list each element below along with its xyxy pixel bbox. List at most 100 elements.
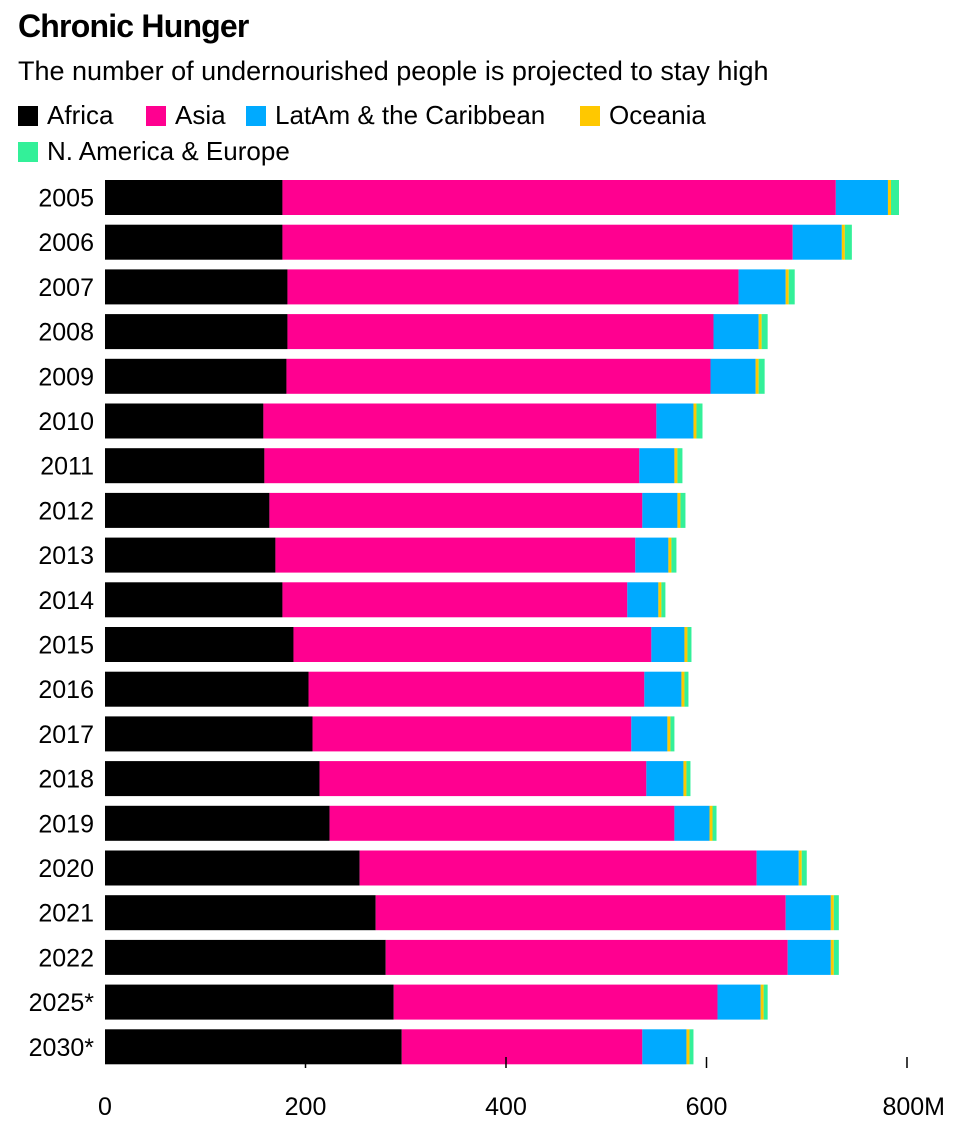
- bar-asia-2015: [293, 627, 652, 662]
- bar-africa-2014: [105, 582, 283, 618]
- bar-africa-2005: [105, 180, 283, 215]
- bar-asia-2010: [263, 403, 657, 439]
- bar-n-america-europe-2013: [671, 537, 677, 573]
- bar-oceania-2008: [758, 314, 762, 350]
- bar-n-america-europe-2025: [763, 984, 768, 1020]
- bar-africa-2020: [105, 850, 360, 886]
- bar-asia-2011: [264, 448, 640, 484]
- chart-subtitle: The number of undernourished people is p…: [18, 56, 769, 86]
- bar-asia-2009: [286, 358, 711, 394]
- bar-n-america-europe-2018: [686, 761, 691, 797]
- bar-n-america-europe-2030: [689, 1029, 694, 1065]
- bar-latam-the-caribbean-2013: [635, 537, 669, 573]
- bar-asia-2020: [359, 850, 757, 886]
- y-tick-label-2010: 2010: [38, 408, 94, 436]
- bar-latam-the-caribbean-2014: [627, 582, 659, 618]
- legend-swatch-latam: [246, 105, 266, 126]
- bar-africa-2010: [105, 403, 264, 439]
- bar-latam-the-caribbean-2006: [792, 224, 842, 260]
- bar-africa-2018: [105, 761, 320, 797]
- bar-n-america-europe-2006: [844, 224, 852, 260]
- bar-asia-2008: [287, 314, 714, 350]
- bar-oceania-2020: [798, 850, 802, 886]
- y-tick-label-2013: 2013: [38, 542, 94, 570]
- bar-asia-2006: [282, 224, 793, 260]
- bar-oceania-2022: [830, 939, 834, 975]
- y-tick-label-2016: 2016: [38, 676, 94, 704]
- y-tick-label-2005: 2005: [38, 185, 94, 213]
- bar-n-america-europe-2012: [680, 492, 686, 528]
- bar-africa-2007: [105, 269, 288, 305]
- bar-n-america-europe-2008: [761, 314, 768, 350]
- bar-asia-2016: [308, 671, 645, 707]
- bar-n-america-europe-2021: [833, 895, 839, 931]
- bar-n-america-europe-2005: [890, 180, 899, 215]
- bar-oceania-2013: [668, 537, 672, 573]
- bar-africa-2008: [105, 314, 288, 350]
- bar-latam-the-caribbean-2019: [674, 805, 710, 841]
- bar-africa-2013: [105, 537, 276, 573]
- y-tick-label-2012: 2012: [38, 497, 94, 525]
- bar-africa-2011: [105, 448, 265, 484]
- legend-label-na-europe: N. America & Europe: [47, 136, 290, 166]
- bar-n-america-europe-2007: [788, 269, 795, 305]
- bar-latam-the-caribbean-2011: [639, 448, 675, 484]
- bar-africa-2015: [105, 627, 294, 662]
- bar-asia-2022: [385, 939, 788, 975]
- bar-n-america-europe-2017: [670, 716, 675, 752]
- bar-asia-2025: [393, 984, 718, 1020]
- bar-africa-2009: [105, 358, 287, 394]
- bar-latam-the-caribbean-2008: [713, 314, 759, 350]
- bar-oceania-2007: [785, 269, 789, 305]
- y-tick-label-2021: 2021: [38, 900, 94, 928]
- legend-swatch-oceania: [580, 105, 600, 126]
- bar-oceania-2010: [693, 403, 697, 439]
- bar-asia-2030: [401, 1029, 643, 1065]
- bar-africa-2025: [105, 984, 394, 1020]
- legend-swatch-na-europe: [18, 141, 38, 162]
- y-tick-label-2020: 2020: [38, 855, 94, 883]
- legend-item-africa: Africa: [18, 100, 113, 131]
- bar-asia-2021: [375, 895, 786, 931]
- bar-oceania-2019: [709, 805, 713, 841]
- bar-latam-the-caribbean-2012: [642, 492, 678, 528]
- bar-latam-the-caribbean-2021: [785, 895, 831, 931]
- y-tick-label-2022: 2022: [38, 944, 94, 972]
- y-tick-label-2018: 2018: [38, 766, 94, 794]
- bar-latam-the-caribbean-2010: [656, 403, 694, 439]
- bar-latam-the-caribbean-2009: [710, 358, 756, 394]
- legend-item-asia: Asia: [146, 100, 226, 131]
- legend-item-oceania: Oceania: [580, 100, 706, 131]
- bar-asia-2018: [319, 761, 647, 797]
- bar-latam-the-caribbean-2030: [642, 1029, 687, 1065]
- bar-n-america-europe-2015: [687, 627, 692, 662]
- y-tick-label-2007: 2007: [38, 274, 94, 302]
- y-tick-label-2006: 2006: [38, 229, 94, 257]
- bar-latam-the-caribbean-2015: [651, 627, 685, 662]
- bar-africa-2006: [105, 224, 283, 260]
- bar-africa-2021: [105, 895, 376, 931]
- bar-oceania-2014: [658, 582, 662, 618]
- y-tick-label-2015: 2015: [38, 632, 94, 660]
- y-tick-label-2008: 2008: [38, 319, 94, 347]
- bar-latam-the-caribbean-2016: [644, 671, 682, 707]
- bar-oceania-2009: [755, 358, 759, 394]
- bar-oceania-2006: [841, 224, 845, 260]
- bar-oceania-2025: [760, 984, 764, 1020]
- y-tick-label-2030: 2030*: [29, 1034, 95, 1062]
- y-tick-label-2017: 2017: [38, 721, 94, 749]
- bar-n-america-europe-2022: [833, 939, 839, 975]
- bar-n-america-europe-2010: [696, 403, 703, 439]
- bar-oceania-2012: [677, 492, 681, 528]
- x-tick-label-800: 800M: [882, 1093, 945, 1121]
- bar-latam-the-caribbean-2020: [756, 850, 799, 886]
- x-tick-label-600: 600: [686, 1093, 728, 1121]
- bar-oceania-2017: [667, 716, 671, 752]
- bar-oceania-2021: [830, 895, 834, 931]
- bar-asia-2005: [282, 180, 836, 215]
- bar-latam-the-caribbean-2005: [835, 180, 888, 215]
- chart-title: Chronic Hunger: [18, 8, 249, 44]
- bar-africa-2012: [105, 492, 270, 528]
- bar-asia-2017: [312, 716, 632, 752]
- bar-oceania-2016: [681, 671, 685, 707]
